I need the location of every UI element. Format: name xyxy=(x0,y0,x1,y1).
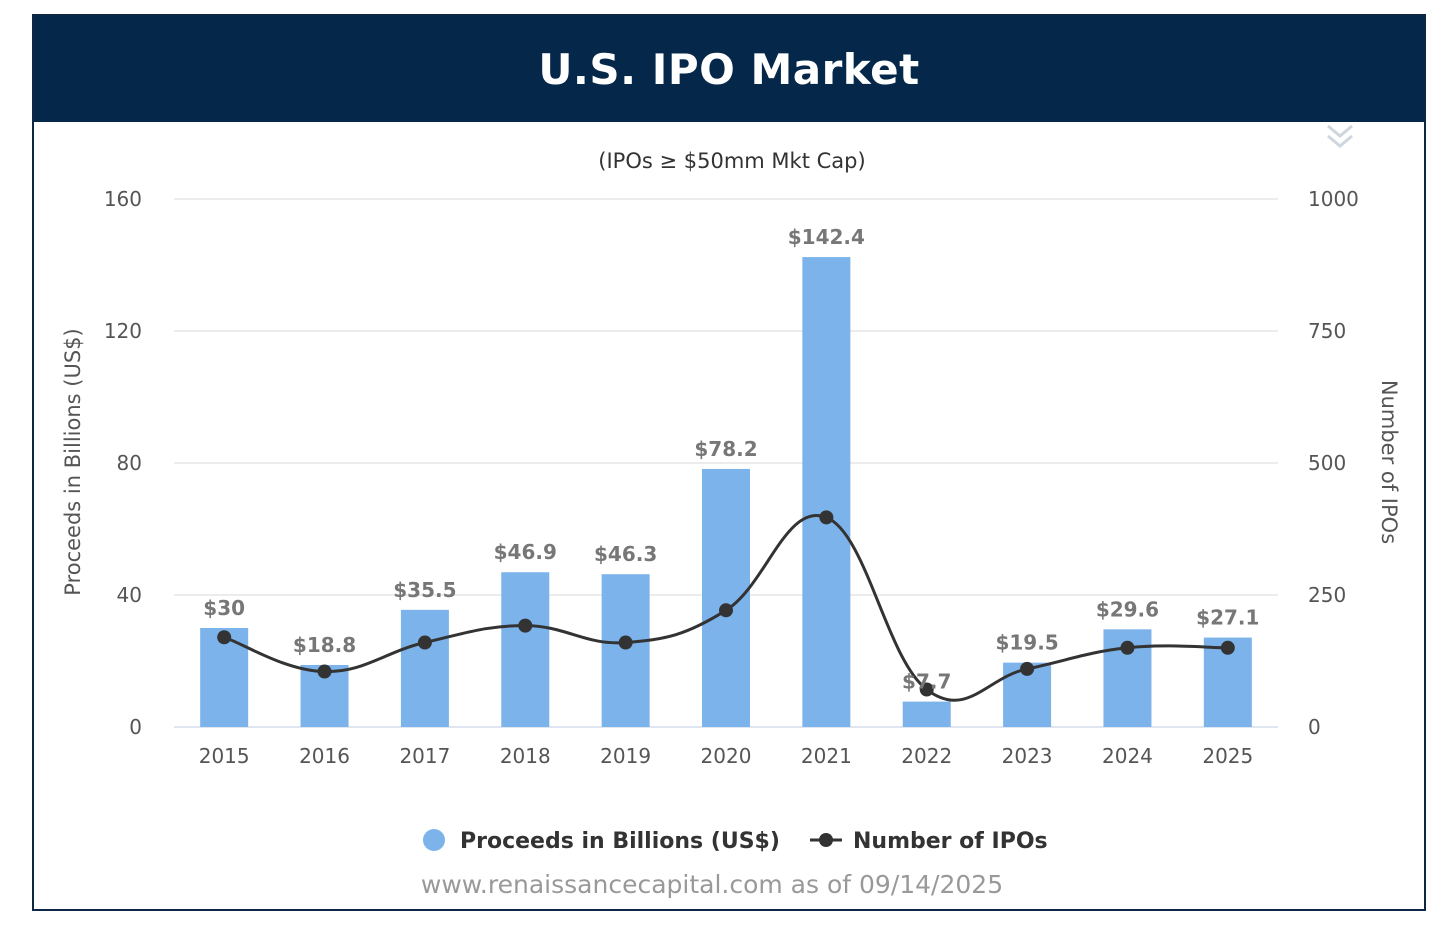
ipo-count-point xyxy=(1220,640,1235,655)
bar xyxy=(802,257,851,727)
ipo-count-point xyxy=(518,618,533,633)
legend-line-dot xyxy=(819,833,833,847)
bar-data-label: $7.7 xyxy=(902,670,951,694)
left-tick-label: 120 xyxy=(104,319,142,343)
ipo-count-point xyxy=(819,510,834,525)
bar-data-label: $30 xyxy=(203,596,245,620)
bar-data-label: $46.9 xyxy=(494,540,557,564)
x-tick-label: 2015 xyxy=(199,744,250,768)
bar xyxy=(400,609,449,727)
right-tick-label: 1000 xyxy=(1308,187,1359,211)
x-tick-label: 2024 xyxy=(1102,744,1153,768)
x-tick-label: 2021 xyxy=(801,744,852,768)
right-tick-label: 0 xyxy=(1308,715,1321,739)
ipo-count-point xyxy=(719,603,733,618)
x-tick-label: 2025 xyxy=(1202,744,1253,768)
left-tick-label: 40 xyxy=(117,583,142,607)
ipo-count-point xyxy=(1120,640,1135,655)
chart-title: U.S. IPO Market xyxy=(538,44,920,94)
legend-bar-marker xyxy=(423,829,445,851)
ipo-count-point xyxy=(1020,661,1035,676)
bar-data-label: $142.4 xyxy=(788,225,865,249)
legend-ipos-label: Number of IPOs xyxy=(853,829,1048,854)
x-tick-label: 2022 xyxy=(901,744,952,768)
bar-data-label: $18.8 xyxy=(293,633,356,657)
bar-data-label: $78.2 xyxy=(694,437,757,461)
double-chevron-down-icon[interactable] xyxy=(1320,118,1360,158)
right-axis-title: Number of IPOs xyxy=(1377,380,1401,544)
x-tick-label: 2019 xyxy=(600,744,651,768)
x-tick-label: 2016 xyxy=(299,744,350,768)
left-tick-label: 0 xyxy=(129,715,142,739)
bar-data-label: $27.1 xyxy=(1196,606,1259,630)
bar xyxy=(902,701,951,727)
right-axis-ticks: 0 250 500 750 1000 xyxy=(1308,187,1359,739)
ipo-count-point xyxy=(217,630,232,645)
left-axis-title: Proceeds in Billions (US$) xyxy=(61,328,85,595)
source-footer: www.renaissancecapital.com as of 09/14/2… xyxy=(421,870,1003,899)
bar xyxy=(702,468,750,727)
left-axis-ticks: 0 40 80 120 160 xyxy=(104,187,142,739)
x-tick-label: 2017 xyxy=(399,744,450,768)
proceeds-bars xyxy=(200,257,1252,727)
bar xyxy=(501,572,550,727)
left-tick-label: 160 xyxy=(104,187,142,211)
x-tick-label: 2020 xyxy=(701,744,752,768)
x-axis-ticks: 2015 2016 2017 2018 2019 2020 2021 2022 2023 2024… xyxy=(199,744,1254,768)
left-tick-label: 80 xyxy=(117,451,142,475)
right-tick-label: 750 xyxy=(1308,319,1346,343)
legend-item-proceeds[interactable]: Proceeds in Billions (US$) xyxy=(423,829,780,854)
legend-item-ipos[interactable]: Number of IPOs xyxy=(810,829,1048,854)
chart-subtitle: (IPOs ≥ $50mm Mkt Cap) xyxy=(598,149,865,173)
right-tick-label: 500 xyxy=(1308,451,1346,475)
ipo-count-line xyxy=(217,510,1235,702)
bar-data-label: $46.3 xyxy=(594,542,657,566)
right-tick-label: 250 xyxy=(1308,583,1346,607)
ipo-count-point xyxy=(417,635,432,650)
x-tick-label: 2023 xyxy=(1002,744,1053,768)
ipo-count-line-path xyxy=(223,513,1228,702)
bar-data-label: $35.5 xyxy=(393,578,456,602)
ipo-count-point xyxy=(919,682,934,697)
chart-header: U.S. IPO Market xyxy=(34,16,1424,122)
bar-data-label: $29.6 xyxy=(1096,597,1159,621)
legend-proceeds-label: Proceeds in Billions (US$) xyxy=(460,829,780,854)
ipo-count-point xyxy=(618,635,633,650)
ipo-count-point xyxy=(317,664,332,679)
bar xyxy=(601,574,650,727)
x-tick-label: 2018 xyxy=(500,744,551,768)
legend: Proceeds in Billions (US$) Number of IPO… xyxy=(423,829,1048,854)
bar-data-labels: $30 $18.8 $35.5 $46.9 $46.3 $78.2 $142.4 $7.7 $1… xyxy=(203,225,1259,694)
bar-data-label: $19.5 xyxy=(995,631,1058,655)
